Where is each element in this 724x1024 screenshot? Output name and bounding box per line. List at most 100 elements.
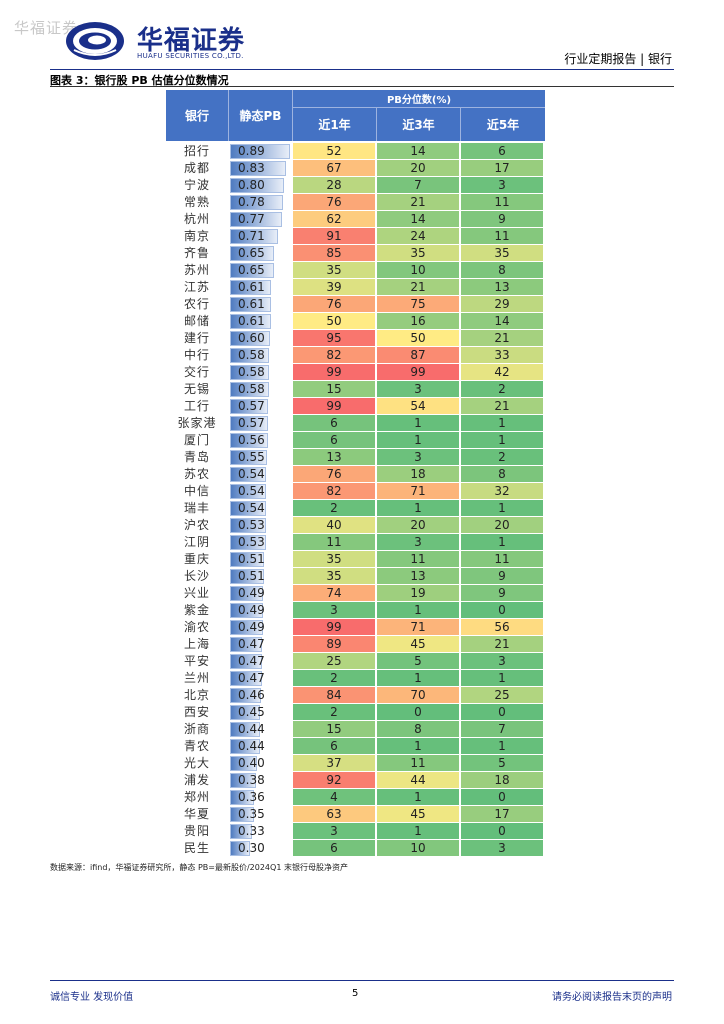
table-row: 青农 0.44 6 1 1 [166,738,546,755]
percentile-p1-cell: 35 [293,551,376,568]
pb-value: 0.40 [238,756,265,770]
percentile-p5-cell: 3 [461,840,544,857]
pb-cell: 0.35 [230,806,292,823]
percentile-p5-cell: 9 [461,585,544,602]
huafu-logo-icon [66,22,124,60]
document-type: 行业定期报告 | 银行 [564,52,672,66]
footer-disclaimer: 请务必阅读报告末页的声明 [552,992,672,1003]
table-row: 长沙 0.51 35 13 9 [166,568,546,585]
percentile-p5-cell: 1 [461,670,544,687]
percentile-p3-cell: 1 [377,738,460,755]
percentile-p5-cell: 3 [461,177,544,194]
pb-value: 0.35 [238,807,265,821]
pb-cell: 0.71 [230,228,292,245]
percentile-p3-cell: 35 [377,245,460,262]
percentile-p5-cell: 0 [461,789,544,806]
pb-value: 0.45 [238,705,265,719]
table-row: 重庆 0.51 35 11 11 [166,551,546,568]
percentile-p5-cell: 1 [461,738,544,755]
footer-rule [50,980,674,981]
bank-name: 苏州 [183,263,210,277]
pb-value: 0.54 [238,501,265,515]
table-row: 紫金 0.49 3 1 0 [166,602,546,619]
percentile-p3-cell: 20 [377,160,460,177]
percentile-p3-cell: 75 [377,296,460,313]
col-header-3y: 近3年 [377,107,460,141]
pb-data-bar [230,365,269,380]
percentile-p3-cell: 24 [377,228,460,245]
percentile-p3-cell: 1 [377,415,460,432]
pb-data-bar [230,603,263,618]
percentile-p5-cell: 14 [461,313,544,330]
percentile-p3-cell: 71 [377,619,460,636]
bank-name: 宁波 [183,178,210,192]
percentile-p5-cell: 17 [461,806,544,823]
pb-cell: 0.56 [230,432,292,449]
pb-data-bar [230,739,260,754]
pb-cell: 0.47 [230,653,292,670]
percentile-p3-cell: 1 [377,823,460,840]
percentile-p5-cell: 0 [461,823,544,840]
percentile-p1-cell: 2 [293,500,376,517]
pb-data-bar [230,535,266,550]
pb-value: 0.47 [238,654,265,668]
percentile-p5-cell: 21 [461,330,544,347]
percentile-p1-cell: 76 [293,296,376,313]
percentile-p5-cell: 11 [461,551,544,568]
percentile-p5-cell: 0 [461,602,544,619]
percentile-p3-cell: 5 [377,653,460,670]
bank-name: 浙商 [183,722,210,736]
pb-data-bar [230,195,283,210]
percentile-p3-cell: 54 [377,398,460,415]
percentile-p3-cell: 10 [377,262,460,279]
pb-cell: 0.83 [230,160,292,177]
pb-value: 0.49 [238,586,265,600]
percentile-p1-cell: 11 [293,534,376,551]
bank-name: 华夏 [183,807,210,821]
percentile-p1-cell: 6 [293,738,376,755]
pb-cell: 0.55 [230,449,292,466]
pb-cell: 0.54 [230,483,292,500]
table-row: 浙商 0.44 15 8 7 [166,721,546,738]
pb-data-bar [230,484,266,499]
table-row: 江阴 0.53 11 3 1 [166,534,546,551]
pb-cell: 0.30 [230,840,292,857]
pb-data-bar [230,824,252,839]
pb-cell: 0.57 [230,415,292,432]
percentile-p5-cell: 11 [461,228,544,245]
pb-data-bar [230,569,264,584]
table-row: 宁波 0.80 28 7 3 [166,177,546,194]
table-row: 西安 0.45 2 0 0 [166,704,546,721]
pb-cell: 0.58 [230,364,292,381]
pb-data-bar [230,331,270,346]
pb-cell: 0.46 [230,687,292,704]
percentile-p1-cell: 13 [293,449,376,466]
table-row: 中行 0.58 82 87 33 [166,347,546,364]
table-row: 南京 0.71 91 24 11 [166,228,546,245]
pb-value: 0.30 [238,841,265,855]
pb-data-bar [230,416,268,431]
table-row: 浦发 0.38 92 44 18 [166,772,546,789]
table-row: 农行 0.61 76 75 29 [166,296,546,313]
percentile-p1-cell: 28 [293,177,376,194]
pb-value: 0.44 [238,739,265,753]
bank-name: 郑州 [183,790,210,804]
pb-value: 0.53 [238,518,265,532]
percentile-p1-cell: 3 [293,823,376,840]
percentile-p3-cell: 87 [377,347,460,364]
bank-name: 齐鲁 [183,246,210,260]
percentile-p1-cell: 2 [293,670,376,687]
pb-data-bar [230,297,271,312]
percentile-p3-cell: 44 [377,772,460,789]
pb-data-bar [230,705,260,720]
pb-cell: 0.58 [230,347,292,364]
figure-title: 图表 3：银行股 PB 估值分位数情况 [50,74,229,87]
pb-cell: 0.51 [230,551,292,568]
bank-name: 兴业 [183,586,210,600]
bank-name: 常熟 [183,195,210,209]
col-header-1y: 近1年 [293,107,376,141]
table-row: 上海 0.47 89 45 21 [166,636,546,653]
bank-name: 工行 [183,399,210,413]
pb-value: 0.61 [238,297,265,311]
percentile-p1-cell: 15 [293,381,376,398]
